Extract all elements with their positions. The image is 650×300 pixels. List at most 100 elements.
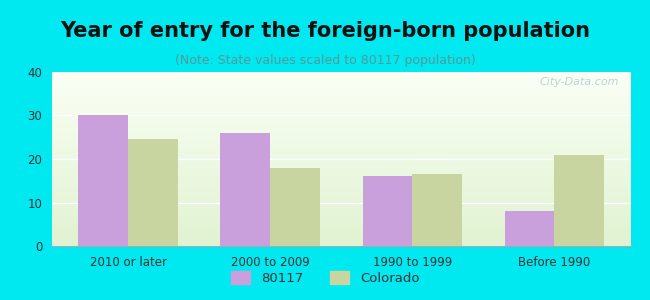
Bar — [52, 175, 630, 176]
Bar — [52, 148, 630, 150]
Bar — [52, 224, 630, 225]
Bar — [52, 173, 630, 175]
Bar — [52, 227, 630, 229]
Bar — [52, 110, 630, 112]
Bar — [52, 183, 630, 185]
Bar — [52, 94, 630, 96]
Bar — [52, 190, 630, 192]
Bar — [52, 147, 630, 148]
Bar — [52, 129, 630, 131]
Bar — [52, 187, 630, 189]
Bar — [52, 213, 630, 215]
Bar — [52, 225, 630, 227]
Bar — [52, 124, 630, 126]
Bar — [52, 157, 630, 159]
Bar — [52, 128, 630, 129]
Bar — [52, 168, 630, 169]
Bar — [52, 150, 630, 152]
Bar — [52, 122, 630, 124]
Bar — [52, 135, 630, 137]
Bar — [52, 138, 630, 140]
Bar — [52, 216, 630, 218]
Bar — [52, 114, 630, 116]
Bar — [52, 166, 630, 168]
Bar — [52, 86, 630, 88]
Bar — [52, 81, 630, 82]
Bar — [52, 180, 630, 182]
Bar — [52, 152, 630, 154]
Bar — [52, 84, 630, 86]
Bar — [270, 168, 320, 246]
Bar — [52, 232, 630, 234]
Bar — [52, 211, 630, 213]
Bar — [52, 117, 630, 119]
Bar — [52, 126, 630, 128]
Bar — [52, 82, 630, 84]
Bar — [52, 140, 630, 142]
Bar — [52, 131, 630, 133]
Bar — [52, 89, 630, 91]
Bar — [52, 98, 630, 100]
Bar — [52, 237, 630, 239]
Bar — [52, 208, 630, 209]
Text: City-Data.com: City-Data.com — [540, 77, 619, 87]
Bar — [52, 154, 630, 155]
Bar — [52, 103, 630, 105]
Bar — [52, 74, 630, 76]
Bar — [52, 91, 630, 93]
Bar — [52, 199, 630, 201]
Bar — [52, 215, 630, 216]
Bar — [52, 143, 630, 145]
Bar — [412, 174, 462, 246]
Bar — [52, 241, 630, 242]
Bar — [220, 133, 270, 246]
Bar — [52, 142, 630, 143]
Bar — [52, 102, 630, 103]
Bar — [52, 196, 630, 197]
Bar — [52, 107, 630, 109]
Bar — [52, 244, 630, 246]
Bar — [52, 209, 630, 211]
Bar — [52, 112, 630, 114]
Bar — [52, 161, 630, 163]
Bar — [52, 93, 630, 94]
Bar — [52, 176, 630, 178]
Bar — [52, 169, 630, 171]
Bar — [52, 159, 630, 161]
Bar — [52, 171, 630, 173]
Bar — [52, 79, 630, 81]
Bar — [52, 194, 630, 196]
Bar — [504, 211, 554, 246]
Bar — [52, 220, 630, 222]
Bar — [52, 218, 630, 220]
Legend: 80117, Colorado: 80117, Colorado — [226, 266, 424, 290]
Bar — [52, 136, 630, 138]
Bar — [363, 176, 412, 246]
Bar — [52, 234, 630, 236]
Bar — [52, 133, 630, 135]
Text: Year of entry for the foreign-born population: Year of entry for the foreign-born popul… — [60, 21, 590, 41]
Bar — [52, 88, 630, 89]
Bar — [52, 116, 630, 117]
Bar — [52, 201, 630, 203]
Bar — [52, 230, 630, 232]
Bar — [52, 222, 630, 224]
Bar — [52, 100, 630, 102]
Bar — [52, 96, 630, 98]
Bar — [52, 206, 630, 208]
Bar — [78, 116, 128, 246]
Bar — [52, 189, 630, 190]
Bar — [52, 239, 630, 241]
Bar — [52, 236, 630, 237]
Bar — [52, 178, 630, 180]
Bar — [52, 182, 630, 183]
Bar — [52, 119, 630, 121]
Bar — [52, 105, 630, 107]
Bar — [52, 202, 630, 204]
Bar — [52, 242, 630, 244]
Bar — [52, 145, 630, 147]
Bar — [52, 72, 630, 74]
Bar — [52, 204, 630, 206]
Bar — [52, 155, 630, 157]
Bar — [52, 229, 630, 230]
